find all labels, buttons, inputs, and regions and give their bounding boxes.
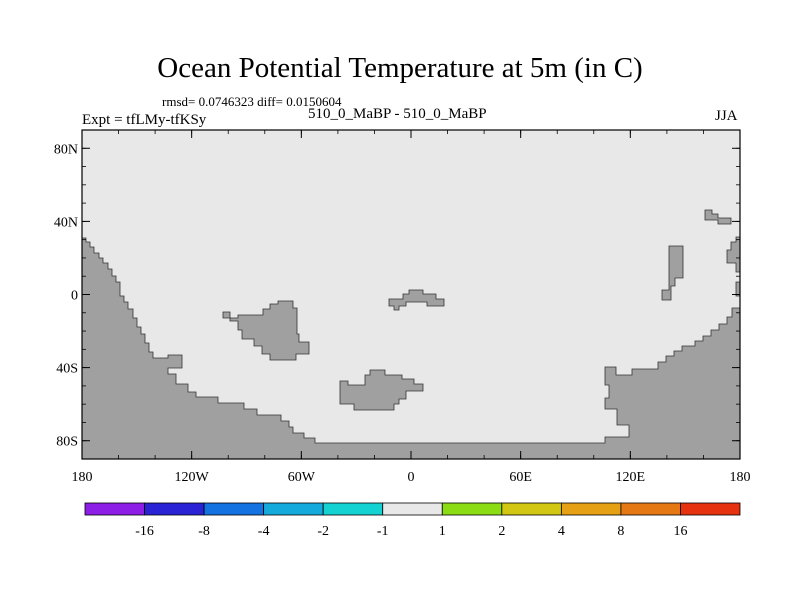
lon-tick-label: 0: [408, 470, 415, 485]
rmsd-diff-stats: rmsd= 0.0746323 diff= 0.0150604: [162, 94, 342, 109]
north-east-asia-fragment: [704, 209, 732, 225]
colorbar-swatch: [84, 502, 145, 516]
colorbar-label: 8: [617, 524, 624, 539]
colorbar-label: 16: [673, 524, 687, 539]
colorbar: -16 -8 -4 -2 -1 1 2 4 8 16: [84, 502, 741, 539]
colorbar-swatch: [144, 502, 205, 516]
east-asia-strip: [661, 245, 684, 301]
lat-tick-label: 80N: [54, 142, 78, 157]
colorbar-swatch: [560, 502, 622, 516]
colorbar-swatch: [322, 502, 384, 516]
map-title: Ocean Potential Temperature at 5m (in C): [157, 52, 643, 84]
colorbar-label: -1: [377, 524, 389, 539]
west-continent: [81, 237, 741, 460]
colorbar-swatch: [620, 502, 681, 516]
lat-tick-label: 40N: [54, 215, 78, 230]
lon-tick-label: 60E: [509, 470, 532, 485]
african-continent: [339, 369, 424, 411]
colorbar-label: -8: [198, 524, 210, 539]
east-edge-landmass: [726, 236, 741, 297]
colorbar-label: -2: [317, 524, 329, 539]
european-continent: [388, 289, 445, 311]
colorbar-swatch: [680, 502, 741, 516]
colorbar-swatch: [263, 502, 324, 516]
colorbar-swatch: [501, 502, 562, 516]
colorbar-swatch: [441, 502, 503, 516]
experiment-label: Expt = tfLMy-tfKSy: [82, 112, 207, 128]
lon-tick-label: 180: [730, 470, 751, 485]
colorbar-label: 1: [439, 524, 446, 539]
landmasses: [81, 209, 741, 460]
longitude-axis: 180 120W 60W 0 60E 120E 180: [72, 130, 751, 485]
colorbar-label: 4: [558, 524, 565, 539]
latitude-axis: 80N 40N 0 40S 80S: [54, 129, 740, 460]
south-american-continent: [222, 300, 310, 361]
lon-tick-label: 60W: [288, 470, 316, 485]
season-label: JJA: [715, 108, 738, 124]
colorbar-swatch: [203, 502, 265, 516]
case-label: 510_0_MaBP - 510_0_MaBP: [308, 106, 487, 122]
lat-tick-label: 40S: [56, 362, 78, 377]
colorbar-label: 2: [498, 524, 505, 539]
lat-tick-label: 0: [71, 289, 78, 304]
colorbar-label: -4: [258, 524, 270, 539]
colorbar-swatch: [382, 502, 443, 516]
lon-tick-label: 180: [72, 470, 93, 485]
lon-tick-label: 120E: [616, 470, 646, 485]
colorbar-label: -16: [135, 524, 154, 539]
lon-tick-label: 120W: [175, 470, 210, 485]
lat-tick-label: 80S: [56, 435, 78, 450]
